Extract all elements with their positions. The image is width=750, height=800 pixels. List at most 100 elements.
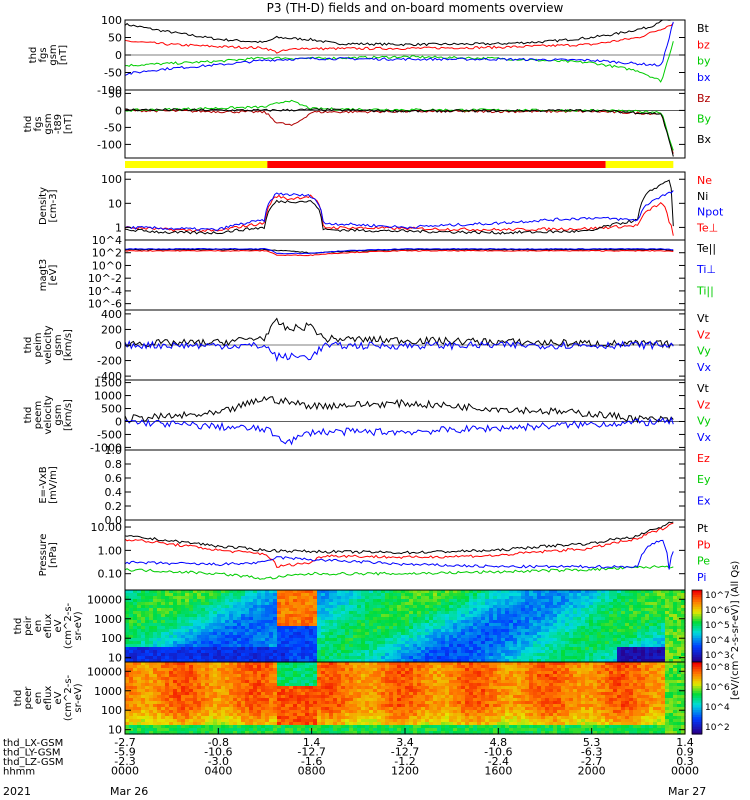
- spectrogram-cell: [305, 689, 310, 693]
- spectrogram-cell: [653, 635, 658, 639]
- spectrogram-cell: [141, 680, 146, 684]
- spectrogram-cell: [153, 695, 158, 699]
- spectrogram-cell: [621, 632, 626, 636]
- spectrogram-cell: [521, 632, 526, 636]
- spectrogram-cell: [141, 623, 146, 627]
- spectrogram-cell: [549, 617, 554, 621]
- spectrogram-cell: [405, 602, 410, 606]
- spectrogram-cell: [545, 656, 550, 660]
- spectrogram-cell: [273, 674, 278, 678]
- spectrogram-cell: [501, 608, 506, 612]
- spectrogram-cell: [509, 620, 514, 624]
- spectrogram-cell: [377, 593, 382, 597]
- spectrogram-cell: [281, 650, 286, 654]
- spectrogram-cell: [561, 647, 566, 651]
- legend-entry: bx: [697, 71, 711, 84]
- spectrogram-cell: [289, 620, 294, 624]
- spectrogram-cell: [569, 596, 574, 600]
- spectrogram-cell: [493, 620, 498, 624]
- spectrogram-cell: [201, 650, 206, 654]
- spectrogram-cell: [353, 659, 358, 663]
- spectrogram-cell: [553, 611, 558, 615]
- spectrogram-cell: [141, 593, 146, 597]
- spectrogram-cell: [173, 656, 178, 660]
- spectrogram-cell: [277, 683, 282, 687]
- spectrogram-cell: [177, 701, 182, 705]
- spectrogram-cell: [269, 677, 274, 681]
- spectrogram-cell: [357, 590, 362, 594]
- spectrogram-cell: [301, 614, 306, 618]
- spectrogram-cell: [361, 593, 366, 597]
- spectrogram-cell: [333, 662, 338, 666]
- spectrogram-cell: [265, 659, 270, 663]
- spectrogram-cell: [549, 638, 554, 642]
- spectrogram-cell: [345, 647, 350, 651]
- spectrogram-cell: [369, 590, 374, 594]
- spectrogram-cell: [661, 650, 666, 654]
- spectrogram-cell: [541, 635, 546, 639]
- spectrogram-cell: [269, 626, 274, 630]
- spectrogram-cell: [541, 614, 546, 618]
- spectrogram-cell: [681, 659, 686, 663]
- spectrogram-cell: [309, 605, 314, 609]
- spectrogram-cell: [341, 701, 346, 705]
- spectrogram-cell: [557, 614, 562, 618]
- spectrogram-cell: [185, 680, 190, 684]
- spectrogram-cell: [381, 656, 386, 660]
- spectrogram-cell: [453, 617, 458, 621]
- spectrogram-cell: [253, 692, 258, 696]
- spectrogram-cell: [517, 611, 522, 615]
- spectrogram-cell: [217, 614, 222, 618]
- spectrogram-cell: [173, 641, 178, 645]
- spectrogram-cell: [345, 620, 350, 624]
- spectrogram-cell: [653, 596, 658, 600]
- spectrogram-cell: [233, 701, 238, 705]
- spectrogram-cell: [641, 608, 646, 612]
- spectrogram-cell: [593, 596, 598, 600]
- spectrogram-cell: [169, 629, 174, 633]
- spectrogram-cell: [329, 644, 334, 648]
- spectrogram-cell: [649, 653, 654, 657]
- spectrogram-cell: [605, 635, 610, 639]
- spectrogram-cell: [245, 623, 250, 627]
- spectrogram-cell: [341, 647, 346, 651]
- spectrogram-cell: [489, 590, 494, 594]
- spectrogram-cell: [593, 605, 598, 609]
- spectrogram-cell: [537, 650, 542, 654]
- spectrogram-cell: [681, 620, 686, 624]
- spectrogram-cell: [301, 596, 306, 600]
- spectrogram-cell: [485, 593, 490, 597]
- spectrogram-cell: [141, 647, 146, 651]
- spectrogram-cell: [533, 647, 538, 651]
- spectrogram-cell: [137, 635, 142, 639]
- spectrogram-cell: [193, 644, 198, 648]
- spectrogram-cell: [505, 590, 510, 594]
- spectrogram-cell: [241, 686, 246, 690]
- spectrogram-cell: [649, 626, 654, 630]
- spectrogram-cell: [377, 608, 382, 612]
- spectrogram-cell: [189, 716, 194, 720]
- spectrogram-cell: [413, 647, 418, 651]
- spectrogram-cell: [237, 671, 242, 675]
- spectrogram-cell: [177, 620, 182, 624]
- spectrogram-cell: [325, 719, 330, 723]
- spectrogram-cell: [313, 605, 318, 609]
- spectrogram-cell: [605, 659, 610, 663]
- spectrogram-cell: [549, 650, 554, 654]
- spectrogram-cell: [357, 653, 362, 657]
- spectrogram-cell: [289, 635, 294, 639]
- spectrogram-cell: [481, 638, 486, 642]
- spectrogram-cell: [265, 617, 270, 621]
- spectrogram-cell: [133, 728, 138, 732]
- spectrogram-cell: [557, 629, 562, 633]
- spectrogram-cell: [601, 623, 606, 627]
- spectrogram-cell: [381, 641, 386, 645]
- spectrogram-cell: [541, 650, 546, 654]
- spectrogram-cell: [181, 722, 186, 726]
- spectrogram-cell: [217, 677, 222, 681]
- spectrogram-cell: [589, 617, 594, 621]
- spectrogram-cell: [313, 626, 318, 630]
- spectrogram-cell: [237, 662, 242, 666]
- spectrogram-cell: [513, 659, 518, 663]
- spectrogram-cell: [193, 662, 198, 666]
